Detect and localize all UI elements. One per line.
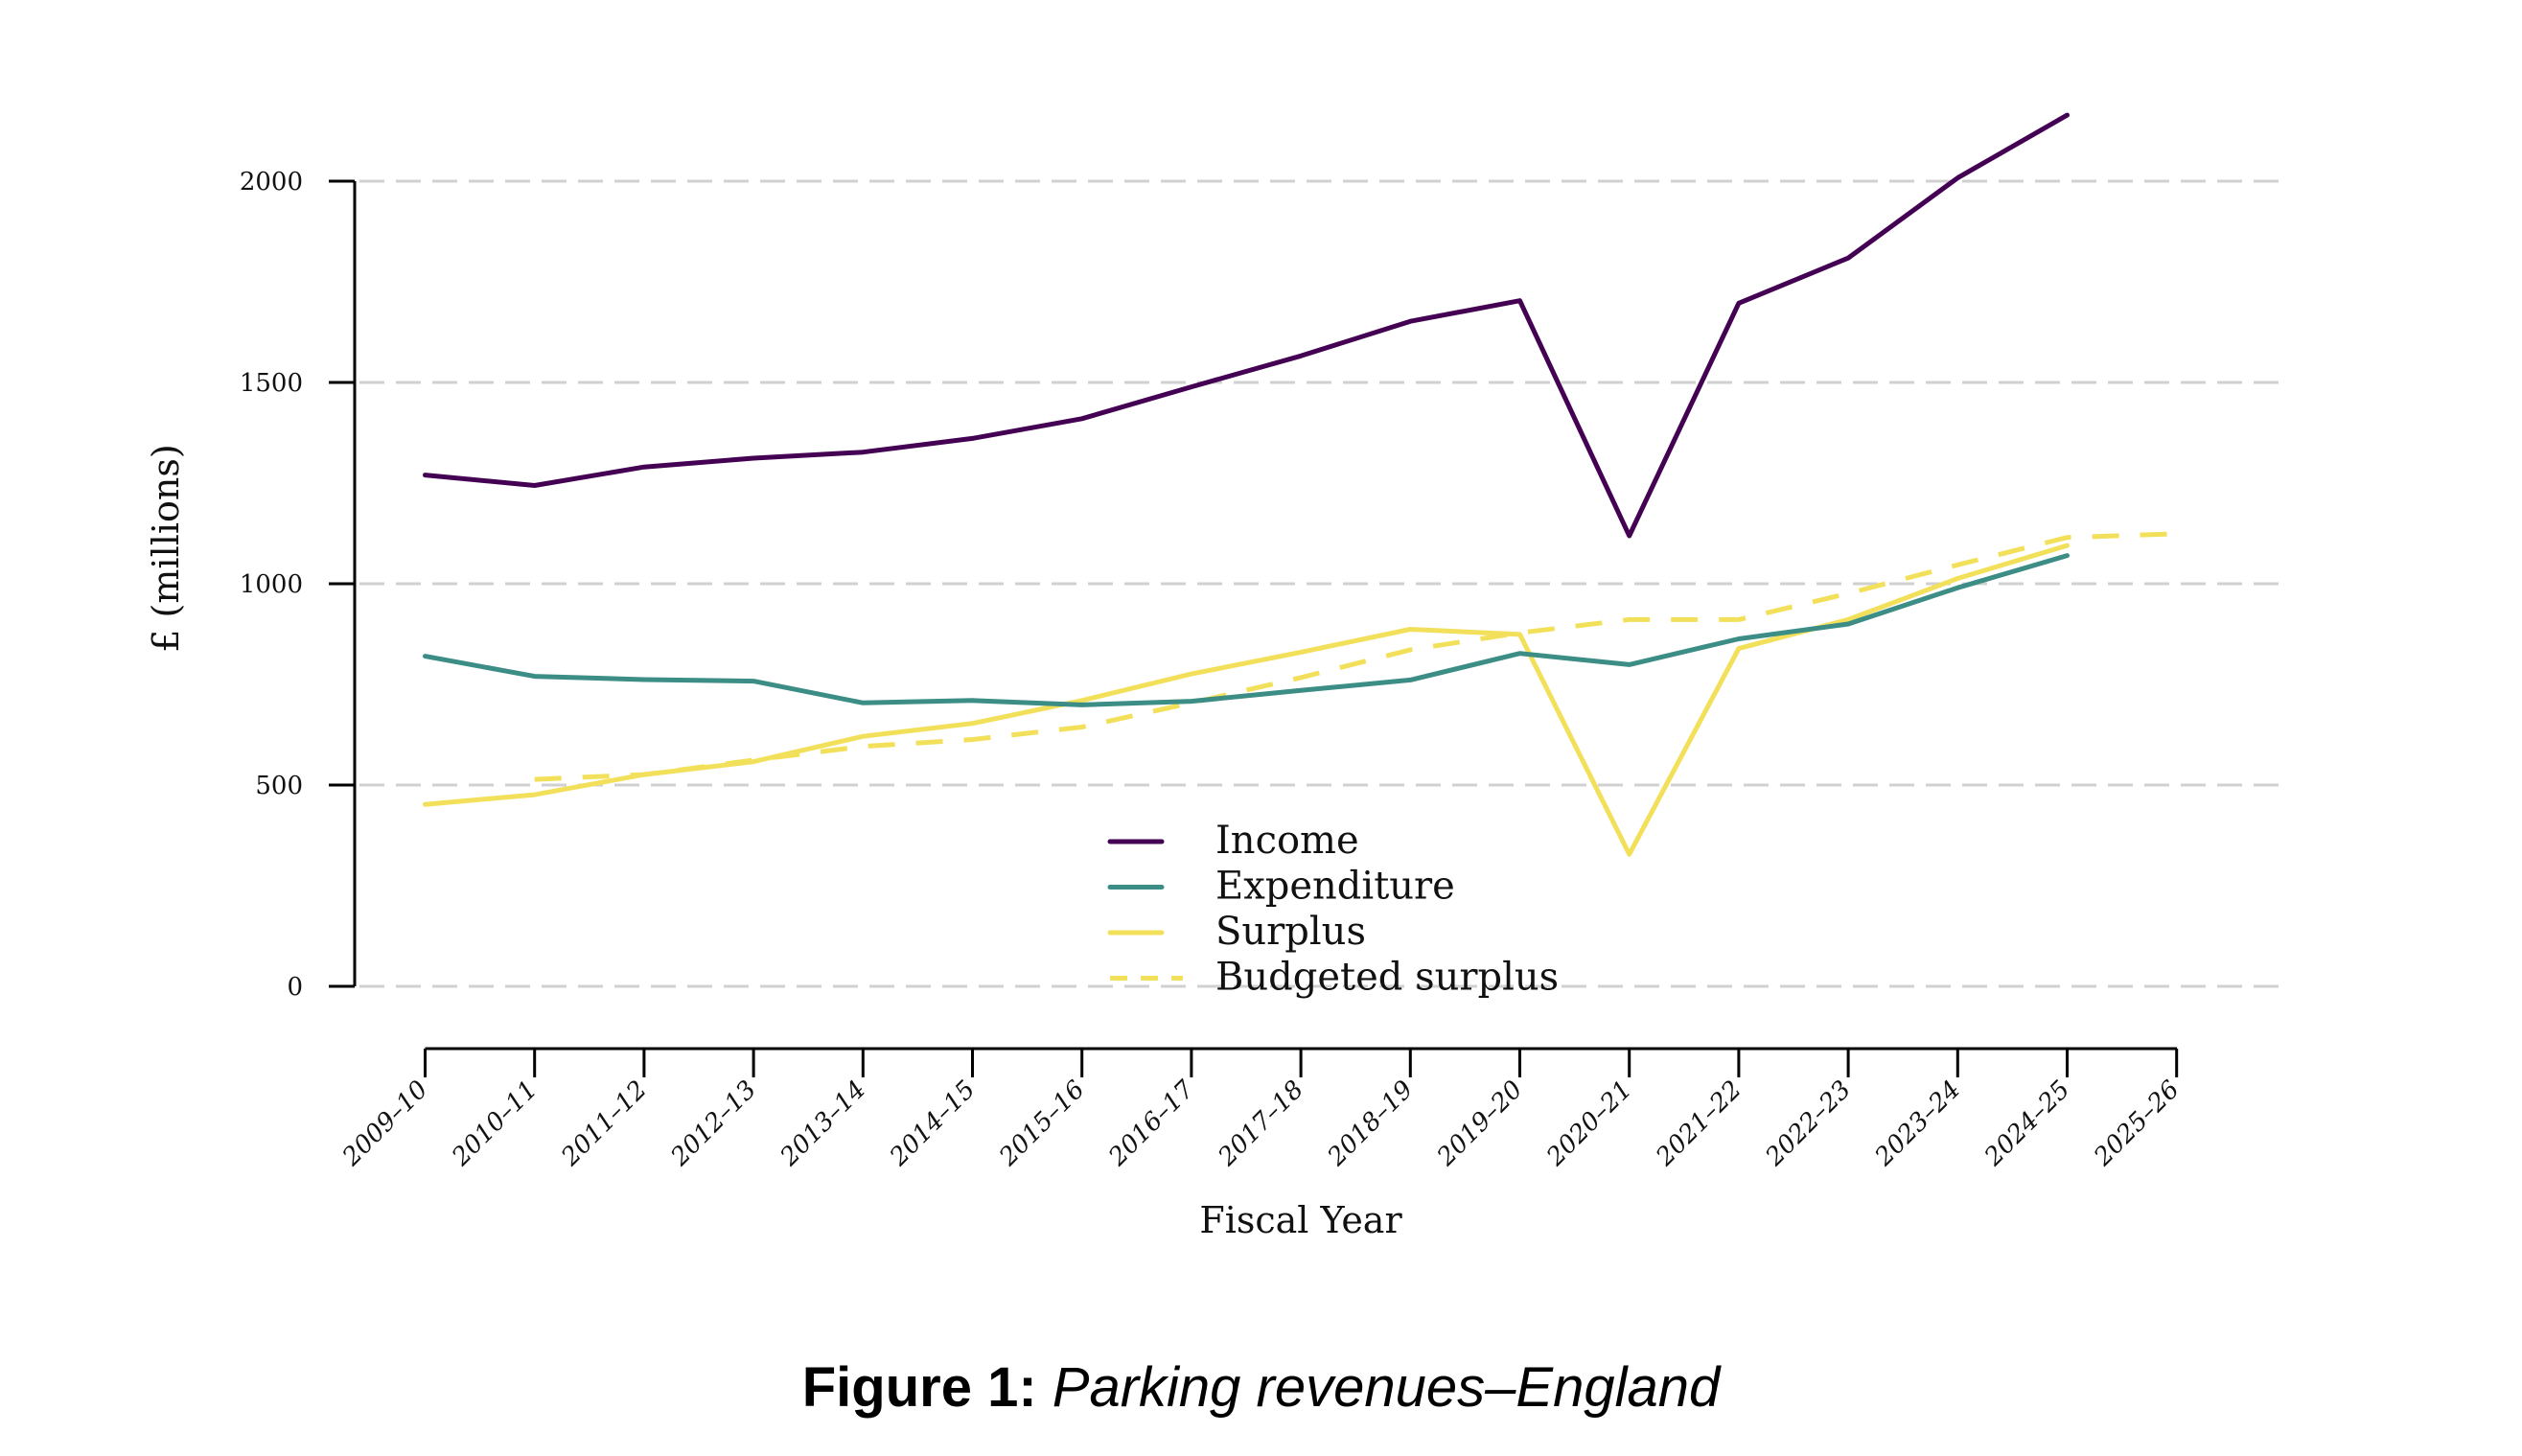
y-tick-label: 2000	[240, 168, 303, 196]
series-line-budgeted-surplus	[534, 531, 2177, 782]
x-tick-label: 2015–16	[993, 1075, 1090, 1172]
y-axis-title: £ (millions)	[145, 444, 187, 652]
legend-item: Surplus	[1107, 910, 1366, 954]
x-tick-label: 2009–10	[336, 1075, 433, 1172]
y-tick-label: 0	[287, 973, 303, 1002]
x-ticks: 2009–10 2010–11 2011–12 2012–13 2013–14 2014–…	[336, 1049, 2186, 1172]
x-tick-label: 2023–24	[1869, 1075, 1966, 1172]
x-tick-label: 2018–19	[1322, 1075, 1419, 1172]
legend-item: Budgeted surplus	[1110, 956, 1559, 1000]
legend-label: Surplus	[1215, 910, 1366, 954]
x-tick-label: 2019–20	[1431, 1075, 1528, 1172]
series-line-expenditure	[423, 553, 2070, 707]
series	[423, 112, 2177, 857]
x-tick-label: 2017–18	[1213, 1075, 1309, 1172]
legend-item: Expenditure	[1107, 865, 1455, 909]
x-tick-label: 2012–13	[665, 1075, 762, 1172]
x-tick-label: 2024–25	[1978, 1075, 2075, 1172]
legend-item: Income	[1107, 819, 1359, 863]
x-tick-label: 2010–11	[446, 1075, 543, 1172]
y-tick-label: 1000	[240, 570, 303, 599]
x-tick-label: 2014–15	[884, 1075, 981, 1172]
x-tick-label: 2013–14	[775, 1075, 871, 1172]
legend-label: Expenditure	[1215, 865, 1455, 909]
y-ticks: 0 500 1000 1500 2000	[240, 168, 355, 1002]
x-axis-title: Fiscal Year	[1199, 1199, 1402, 1241]
series-line-income	[423, 112, 2070, 539]
caption-label: Figure 1:	[801, 1356, 1037, 1419]
series-line-surplus	[423, 543, 2070, 857]
x-tick-label: 2016–17	[1103, 1075, 1201, 1172]
gridlines	[359, 179, 2281, 988]
caption-title: Parking revenues–England	[1052, 1356, 1721, 1419]
legend-label: Budgeted surplus	[1215, 956, 1559, 1000]
y-tick-label: 500	[255, 772, 303, 800]
x-tick-label: 2021–22	[1651, 1075, 1747, 1172]
figure-caption: Figure 1: Parking revenues–England	[0, 1355, 2522, 1420]
x-tick-label: 2011–12	[556, 1075, 653, 1172]
y-tick-label: 1500	[240, 369, 303, 398]
x-tick-label: 2022–23	[1760, 1075, 1857, 1172]
x-tick-label: 2025–26	[2088, 1075, 2185, 1172]
x-tick-label: 2020–21	[1540, 1075, 1637, 1172]
legend-label: Income	[1215, 819, 1359, 863]
